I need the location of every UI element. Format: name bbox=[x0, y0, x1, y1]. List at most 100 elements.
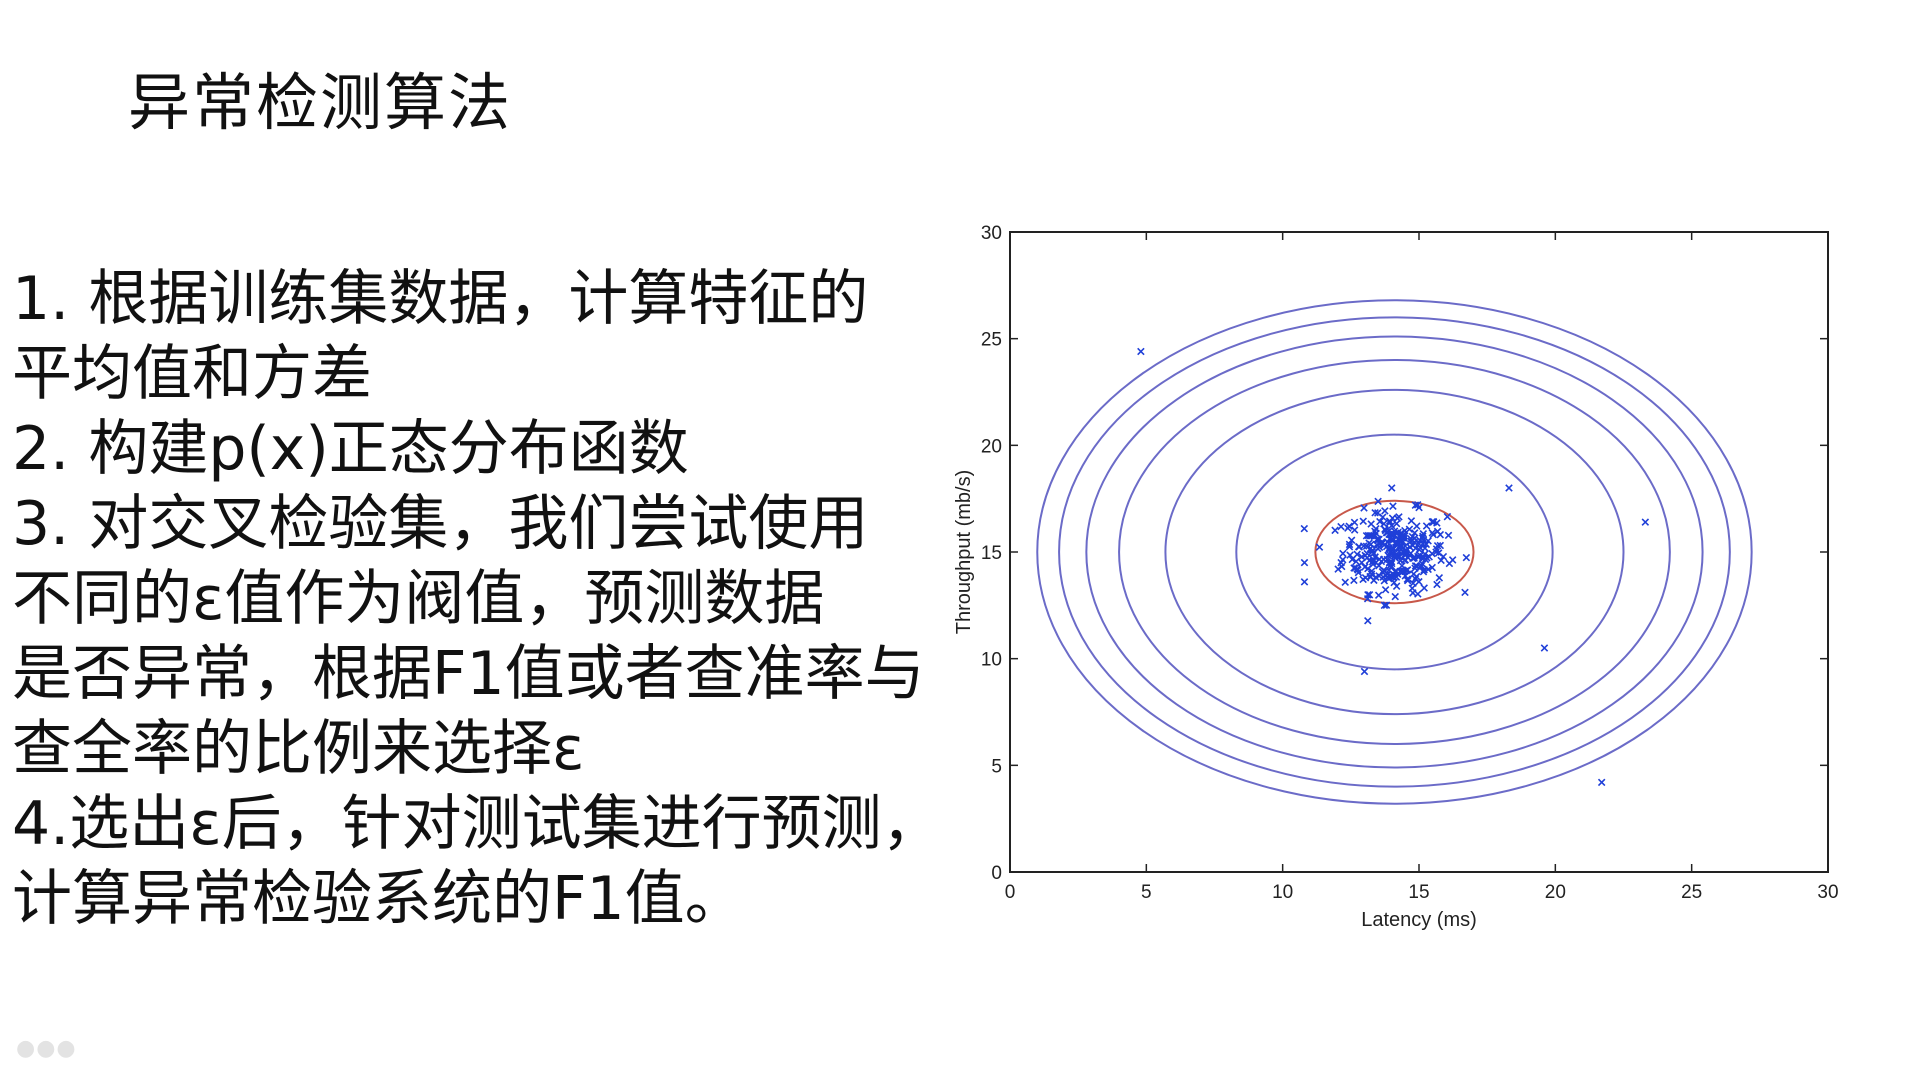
data-point bbox=[1345, 540, 1354, 549]
data-point bbox=[1346, 551, 1354, 559]
step-line: 1. 根据训练集数据，计算特征的 bbox=[12, 264, 869, 334]
data-point bbox=[1398, 562, 1406, 570]
data-point bbox=[1385, 518, 1394, 527]
density-contour bbox=[1058, 316, 1731, 788]
density-contour bbox=[1164, 388, 1625, 716]
data-point bbox=[1381, 585, 1390, 594]
x-tick-label: 15 bbox=[1408, 882, 1429, 903]
data-point bbox=[1462, 553, 1471, 562]
watermark-logo: ●●● bbox=[16, 1036, 77, 1061]
y-tick-label: 30 bbox=[981, 223, 1002, 244]
outlier-point bbox=[1300, 558, 1309, 567]
density-contour bbox=[1235, 433, 1554, 671]
y-tick-label: 15 bbox=[981, 543, 1002, 564]
data-point bbox=[1375, 535, 1383, 544]
y-tick-label: 10 bbox=[981, 650, 1002, 671]
density-contour bbox=[1085, 335, 1704, 769]
data-point bbox=[1420, 584, 1428, 592]
data-point bbox=[1361, 574, 1370, 582]
data-point bbox=[1383, 538, 1392, 547]
outlier-point bbox=[1597, 778, 1606, 787]
data-point bbox=[1374, 544, 1382, 553]
outlier-point bbox=[1540, 644, 1549, 652]
data-point bbox=[1411, 544, 1420, 553]
data-point bbox=[1410, 534, 1419, 542]
data-point bbox=[1419, 568, 1428, 576]
data-point bbox=[1380, 520, 1388, 528]
data-point bbox=[1388, 544, 1396, 553]
data-point bbox=[1383, 528, 1392, 537]
data-point bbox=[1444, 531, 1453, 540]
data-point bbox=[1350, 576, 1358, 585]
data-point bbox=[1370, 532, 1379, 541]
x-tick-label: 5 bbox=[1141, 882, 1152, 903]
data-point bbox=[1395, 513, 1403, 521]
chart-svg: 0 5 10 15 20 25 30 0 5 10 15 20 25 30 Latency (ms) Th… bbox=[953, 223, 1839, 931]
data-point bbox=[1364, 531, 1373, 540]
x-axis-label: Latency (ms) bbox=[1361, 909, 1477, 931]
step-line: 计算异常检验系统的F1值。 bbox=[12, 864, 745, 934]
data-point bbox=[1408, 584, 1416, 593]
anomaly-chart: 0 5 10 15 20 25 30 0 5 10 15 20 25 30 Latency (ms) Th… bbox=[940, 210, 1906, 950]
y-tick-label: 5 bbox=[991, 756, 1002, 777]
data-point bbox=[1367, 520, 1375, 528]
contour-layer bbox=[1036, 299, 1753, 805]
data-point bbox=[1396, 544, 1404, 552]
data-point bbox=[1392, 573, 1401, 581]
data-point bbox=[1368, 546, 1377, 554]
data-point bbox=[1414, 590, 1422, 598]
step-line: 不同的ε值作为阀值，预测数据 bbox=[12, 564, 825, 634]
data-point bbox=[1402, 547, 1410, 556]
data-point bbox=[1415, 577, 1423, 586]
data-point bbox=[1372, 573, 1380, 582]
point-layer bbox=[1137, 347, 1650, 787]
data-point bbox=[1350, 518, 1359, 527]
data-point bbox=[1385, 566, 1393, 574]
plot-frame bbox=[1009, 231, 1829, 873]
data-point bbox=[1360, 504, 1368, 512]
data-point bbox=[1398, 568, 1407, 576]
data-point bbox=[1436, 530, 1445, 539]
data-point bbox=[1337, 522, 1345, 531]
data-point bbox=[1379, 555, 1388, 564]
y-tick-label: 0 bbox=[991, 863, 1002, 884]
data-point bbox=[1378, 567, 1387, 576]
density-contour bbox=[1118, 359, 1671, 745]
slide-title: 异常检测算法 bbox=[128, 66, 513, 139]
data-point bbox=[1418, 534, 1427, 542]
data-point bbox=[1350, 526, 1359, 534]
data-point bbox=[1461, 588, 1469, 597]
data-point bbox=[1443, 512, 1452, 521]
data-point bbox=[1396, 556, 1405, 565]
outlier-point bbox=[1505, 484, 1513, 492]
outlier-point bbox=[1300, 578, 1309, 586]
data-point bbox=[1448, 556, 1457, 564]
data-point bbox=[1300, 524, 1309, 533]
density-contour bbox=[1036, 299, 1753, 805]
data-point bbox=[1411, 501, 1420, 509]
data-point bbox=[1371, 553, 1379, 561]
outlier-point bbox=[1137, 347, 1145, 356]
data-point bbox=[1403, 575, 1412, 583]
data-point bbox=[1380, 576, 1389, 585]
data-point bbox=[1357, 558, 1366, 567]
data-point bbox=[1371, 509, 1379, 517]
data-point bbox=[1361, 563, 1369, 571]
data-point bbox=[1367, 567, 1376, 575]
data-point bbox=[1411, 564, 1419, 572]
steps-list: 1. 根据训练集数据，计算特征的 平均值和方差 2. 构建p(x)正态分布函数 … bbox=[12, 262, 962, 937]
data-point bbox=[1380, 601, 1389, 610]
data-point bbox=[1341, 578, 1350, 587]
data-point bbox=[1368, 547, 1376, 556]
data-point bbox=[1435, 574, 1444, 582]
data-point bbox=[1432, 545, 1441, 553]
data-point bbox=[1412, 572, 1421, 581]
data-point bbox=[1315, 543, 1324, 551]
data-point bbox=[1353, 565, 1361, 573]
threshold-contour bbox=[1314, 499, 1475, 605]
data-point bbox=[1355, 543, 1364, 551]
data-point bbox=[1353, 550, 1361, 559]
data-point bbox=[1391, 592, 1400, 601]
data-point bbox=[1422, 522, 1431, 530]
y-tick-label: 25 bbox=[981, 330, 1002, 351]
